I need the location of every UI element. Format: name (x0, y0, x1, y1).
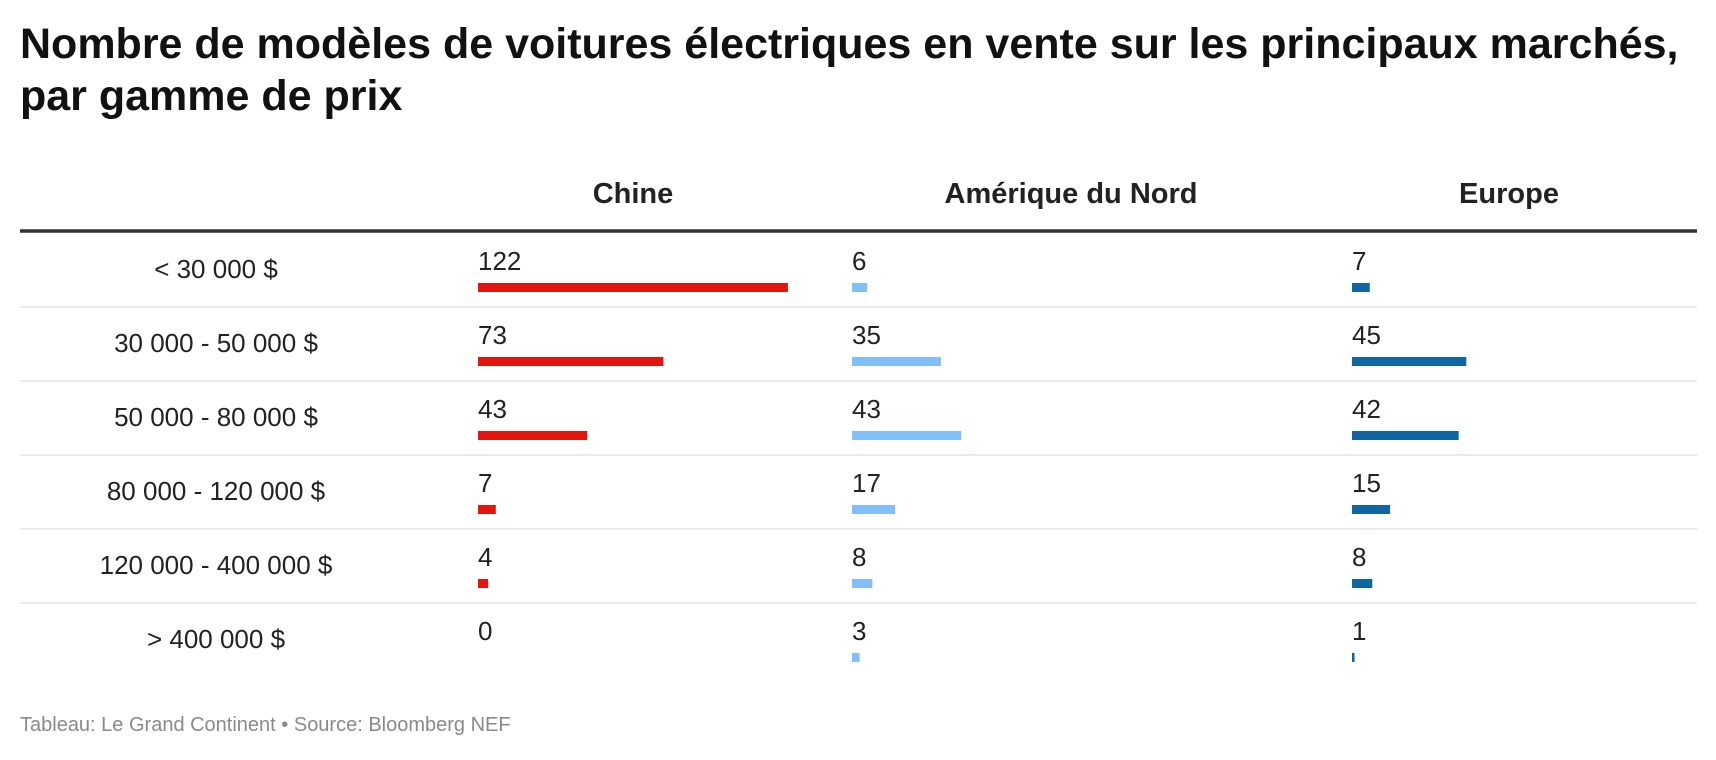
bar-chine (478, 431, 588, 440)
value-label-chine: 4 (478, 542, 492, 572)
value-label-europe: 7 (1352, 246, 1366, 276)
bar-amerique-du-nord (852, 357, 941, 366)
row-label: 120 000 - 400 000 $ (100, 550, 333, 580)
bar-europe (1352, 431, 1459, 440)
row-label: 50 000 - 80 000 $ (114, 402, 318, 432)
bar-europe (1352, 579, 1373, 588)
table-row: 80 000 - 120 000 $ 7 17 15 (20, 468, 1697, 530)
value-label-europe: 42 (1352, 394, 1381, 424)
chart-title: Nombre de modèles de voitures électrique… (20, 20, 1679, 120)
bar-europe (1352, 653, 1355, 662)
value-label-europe: 8 (1352, 542, 1366, 572)
column-header-europe: Europe (1459, 178, 1559, 210)
table-row: 120 000 - 400 000 $ 4 8 8 (20, 542, 1697, 604)
row-label: 80 000 - 120 000 $ (107, 476, 326, 506)
value-label-chine: 43 (478, 394, 507, 424)
bar-amerique-du-nord (852, 283, 868, 292)
row-label: < 30 000 $ (154, 254, 278, 284)
bar-amerique-du-nord (852, 505, 896, 514)
source-footer: Tableau: Le Grand Continent • Source: Bl… (20, 714, 511, 736)
bar-chine (478, 505, 496, 514)
table-row: > 400 000 $ 0 3 1 (147, 616, 1366, 662)
value-label-amerique-du-nord: 35 (852, 320, 881, 350)
bar-amerique-du-nord (852, 431, 962, 440)
value-label-amerique-du-nord: 17 (852, 468, 881, 498)
table-body: < 30 000 $122 6 730 000 - 50 000 $73 35 4550… (20, 246, 1697, 662)
column-header-amerique-du-nord: Amérique du Nord (945, 178, 1198, 210)
value-label-chine: 7 (478, 468, 492, 498)
value-label-europe: 15 (1352, 468, 1381, 498)
value-label-amerique-du-nord: 3 (852, 616, 866, 646)
table-row: 30 000 - 50 000 $ 73 35 45 (20, 320, 1697, 382)
value-label-amerique-du-nord: 8 (852, 542, 866, 572)
value-label-chine: 122 (478, 246, 521, 276)
bar-europe (1352, 283, 1370, 292)
column-header-chine: Chine (593, 178, 674, 210)
bar-europe (1352, 505, 1391, 514)
table-row: 50 000 - 80 000 $ 43 43 42 (20, 394, 1697, 456)
value-label-europe: 45 (1352, 320, 1381, 350)
bar-amerique-du-nord (852, 653, 860, 662)
bar-chine (478, 357, 664, 366)
value-label-amerique-du-nord: 43 (852, 394, 881, 424)
row-label: 30 000 - 50 000 $ (114, 328, 318, 358)
bar-chine (478, 283, 788, 292)
column-header-row: Chine Amérique du Nord Europe (593, 178, 1559, 210)
bar-amerique-du-nord (852, 579, 873, 588)
value-label-amerique-du-nord: 6 (852, 246, 866, 276)
table-row: < 30 000 $ 122 6 7 (20, 246, 1697, 308)
value-label-europe: 1 (1352, 616, 1366, 646)
row-label: > 400 000 $ (147, 624, 286, 654)
value-label-chine: 0 (478, 616, 492, 646)
bar-europe (1352, 357, 1467, 366)
value-label-chine: 73 (478, 320, 507, 350)
bar-chine (478, 579, 489, 588)
